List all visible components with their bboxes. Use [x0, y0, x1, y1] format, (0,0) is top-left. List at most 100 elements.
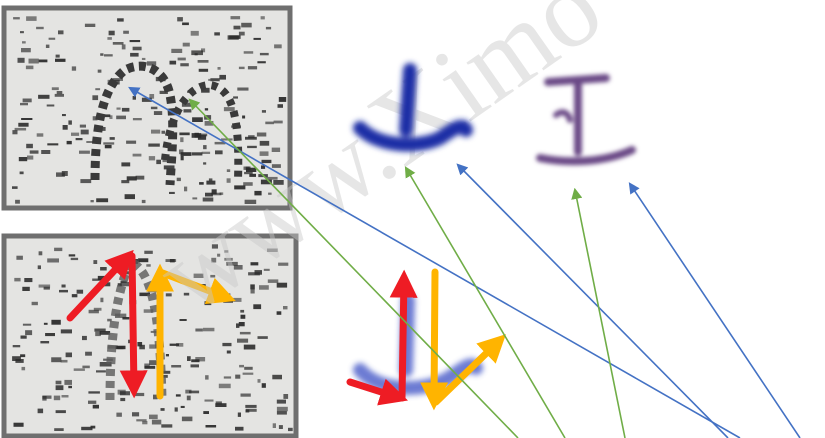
noise-speck [276, 406, 288, 412]
noise-speck [25, 330, 33, 336]
noise-speck [92, 95, 99, 101]
noise-speck [26, 16, 37, 21]
seal-arch-stroke-2 [161, 80, 243, 181]
noise-speck [193, 273, 204, 278]
noise-speck [208, 178, 213, 182]
noise-speck [276, 311, 282, 315]
noise-speck [146, 61, 157, 66]
noise-speck [204, 399, 214, 402]
noise-speck [13, 422, 24, 427]
noise-speck [55, 380, 62, 385]
noise-speck [40, 341, 50, 344]
noise-speck [156, 159, 161, 165]
noise-speck [80, 129, 89, 135]
noise-speck [238, 322, 245, 327]
noise-speck [116, 412, 122, 417]
noise-speck [218, 383, 231, 389]
noise-speck [233, 96, 238, 99]
noise-speck [53, 395, 61, 401]
noise-speck [204, 121, 214, 126]
noise-speck [48, 37, 56, 40]
noise-speck [37, 408, 44, 414]
noise-speck [169, 60, 177, 65]
noise-speck [27, 155, 34, 160]
noise-speck [257, 379, 261, 383]
noise-speck [179, 132, 190, 136]
noise-speck [240, 309, 245, 313]
noise-speck [196, 133, 208, 137]
noise-speck [107, 318, 112, 322]
noise-speck [141, 97, 152, 102]
noise-speck [272, 374, 282, 380]
noise-speck [22, 41, 26, 44]
noise-speck [244, 366, 253, 370]
noise-speck [14, 127, 27, 131]
noise-speck [187, 356, 191, 361]
noise-speck [20, 354, 26, 358]
noise-speck [29, 150, 39, 154]
noise-speck [206, 180, 216, 185]
noise-speck [93, 307, 102, 311]
noise-speck [120, 280, 127, 283]
noise-speck [81, 426, 93, 431]
noise-speck [85, 351, 92, 356]
noise-speck [95, 331, 101, 337]
noise-speck [215, 401, 222, 405]
noise-speck [159, 370, 171, 374]
top-left-seal-fragment [1, 5, 293, 211]
noise-speck [215, 150, 223, 155]
noise-speck [245, 408, 257, 412]
noise-speck [249, 173, 256, 177]
noise-speck [278, 425, 283, 429]
noise-speck [61, 284, 66, 288]
orange-stroke-arrow-diagonal [432, 334, 507, 406]
noise-speck [75, 138, 83, 141]
noise-speck [28, 58, 39, 64]
noise-speck [223, 107, 235, 112]
noise-speck [139, 292, 150, 297]
noise-speck [143, 309, 154, 313]
noise-speck [55, 385, 64, 391]
noise-speck [239, 364, 244, 368]
noise-speck [21, 366, 26, 371]
noise-speck [90, 425, 96, 429]
noise-speck [96, 370, 106, 373]
noise-speck [278, 262, 289, 266]
noise-speck [265, 26, 272, 30]
noise-speck [283, 394, 289, 399]
noise-speck [132, 412, 140, 417]
noise-speck [233, 25, 241, 30]
noise-speck [43, 322, 48, 325]
noise-speck [132, 153, 142, 157]
noise-speck [261, 159, 272, 164]
bottom-left-seal-fragment [1, 233, 299, 438]
noise-speck [21, 48, 31, 53]
noise-speck [263, 268, 270, 271]
noise-speck [241, 22, 252, 28]
noise-speck [171, 48, 183, 53]
noise-speck [169, 191, 175, 194]
noise-speck [21, 118, 33, 120]
noise-speck [245, 136, 257, 140]
noise-speck [277, 104, 283, 108]
noise-speck [42, 395, 52, 399]
noise-speck [60, 329, 72, 334]
noise-speck [104, 54, 113, 57]
noise-speck [248, 135, 255, 139]
noise-speck [161, 130, 166, 134]
noise-speck [176, 177, 181, 182]
noise-speck [260, 16, 265, 20]
orange-stroke-arrow [420, 268, 449, 411]
noise-speck [58, 30, 64, 35]
noise-speck [18, 122, 29, 127]
noise-speck [237, 338, 249, 343]
noise-speck [96, 198, 109, 203]
noise-speck [45, 44, 50, 48]
noise-speck [132, 118, 142, 121]
noise-speck [182, 42, 190, 47]
noise-speck [137, 342, 143, 347]
noise-speck [245, 404, 257, 408]
noise-speck [88, 391, 100, 394]
noise-speck [208, 78, 219, 81]
